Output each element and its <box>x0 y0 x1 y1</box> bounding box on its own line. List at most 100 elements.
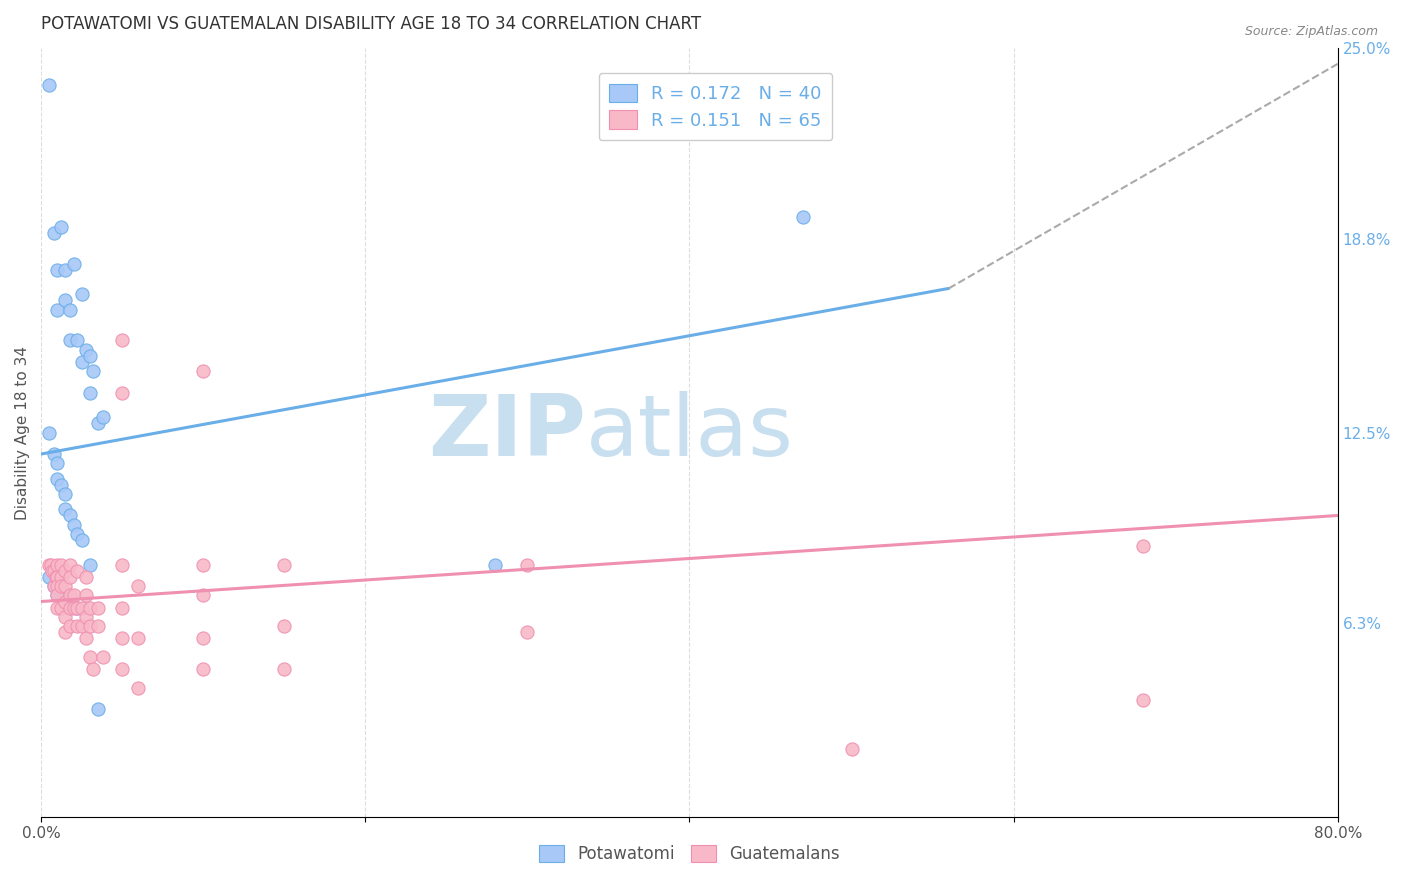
Point <box>111 662 134 676</box>
Point <box>82 662 104 676</box>
Point <box>46 262 69 277</box>
Point <box>1132 539 1154 553</box>
Point <box>127 632 149 646</box>
Point <box>111 632 134 646</box>
Point <box>79 558 101 572</box>
Point <box>76 610 98 624</box>
Point <box>46 588 69 602</box>
Point <box>127 681 149 695</box>
Point <box>70 600 93 615</box>
Point <box>76 343 98 357</box>
Point <box>62 256 84 270</box>
Point <box>49 570 72 584</box>
Point <box>46 302 69 317</box>
Point <box>42 579 65 593</box>
Point <box>55 487 77 501</box>
Point <box>62 517 84 532</box>
Point <box>87 600 110 615</box>
Point <box>516 625 538 640</box>
Point <box>484 558 506 572</box>
Point <box>273 662 295 676</box>
Point <box>46 472 69 486</box>
Point <box>49 558 72 572</box>
Point <box>66 334 89 348</box>
Point <box>70 287 93 301</box>
Point <box>87 702 110 716</box>
Point <box>79 385 101 400</box>
Point <box>42 447 65 461</box>
Point <box>70 533 93 547</box>
Point <box>41 564 63 578</box>
Point <box>516 558 538 572</box>
Point <box>792 211 814 225</box>
Point <box>42 579 65 593</box>
Point <box>46 579 69 593</box>
Point <box>59 558 82 572</box>
Point <box>111 558 134 572</box>
Text: POTAWATOMI VS GUATEMALAN DISABILITY AGE 18 TO 34 CORRELATION CHART: POTAWATOMI VS GUATEMALAN DISABILITY AGE … <box>41 15 702 33</box>
Point <box>273 619 295 633</box>
Point <box>49 477 72 491</box>
Point <box>193 662 215 676</box>
Point <box>111 600 134 615</box>
Point <box>79 349 101 363</box>
Point <box>55 610 77 624</box>
Point <box>193 588 215 602</box>
Point <box>38 570 60 584</box>
Point <box>1132 693 1154 707</box>
Point <box>62 588 84 602</box>
Point <box>111 334 134 348</box>
Point <box>62 600 84 615</box>
Point <box>55 564 77 578</box>
Point <box>49 600 72 615</box>
Point <box>87 417 110 431</box>
Point <box>59 334 82 348</box>
Point <box>59 600 82 615</box>
Point <box>66 600 89 615</box>
Point <box>59 600 82 615</box>
Point <box>46 588 69 602</box>
Point <box>76 570 98 584</box>
Point <box>193 558 215 572</box>
Point <box>59 619 82 633</box>
Point <box>55 579 77 593</box>
Point <box>76 588 98 602</box>
Legend: R = 0.172   N = 40, R = 0.151   N = 65: R = 0.172 N = 40, R = 0.151 N = 65 <box>599 73 832 140</box>
Point <box>66 527 89 541</box>
Point <box>66 600 89 615</box>
Point <box>59 588 82 602</box>
Point <box>841 742 863 756</box>
Point <box>79 649 101 664</box>
Point <box>46 600 69 615</box>
Point <box>70 355 93 369</box>
Point <box>76 632 98 646</box>
Text: Source: ZipAtlas.com: Source: ZipAtlas.com <box>1244 25 1378 38</box>
Point <box>55 625 77 640</box>
Point <box>55 502 77 516</box>
Point <box>38 558 60 572</box>
Text: ZIP: ZIP <box>427 391 586 474</box>
Y-axis label: Disability Age 18 to 34: Disability Age 18 to 34 <box>15 345 30 519</box>
Point <box>38 78 60 93</box>
Point <box>59 570 82 584</box>
Point <box>42 564 65 578</box>
Point <box>49 579 72 593</box>
Point <box>38 425 60 440</box>
Point <box>70 619 93 633</box>
Point <box>55 293 77 308</box>
Point <box>79 619 101 633</box>
Point <box>66 619 89 633</box>
Point <box>39 558 62 572</box>
Point <box>46 558 69 572</box>
Point <box>91 649 114 664</box>
Point <box>91 410 114 425</box>
Point <box>66 564 89 578</box>
Point <box>45 570 67 584</box>
Point <box>59 508 82 523</box>
Point <box>79 600 101 615</box>
Point <box>46 570 69 584</box>
Point <box>46 456 69 470</box>
Point <box>42 226 65 240</box>
Point <box>55 594 77 608</box>
Point <box>59 302 82 317</box>
